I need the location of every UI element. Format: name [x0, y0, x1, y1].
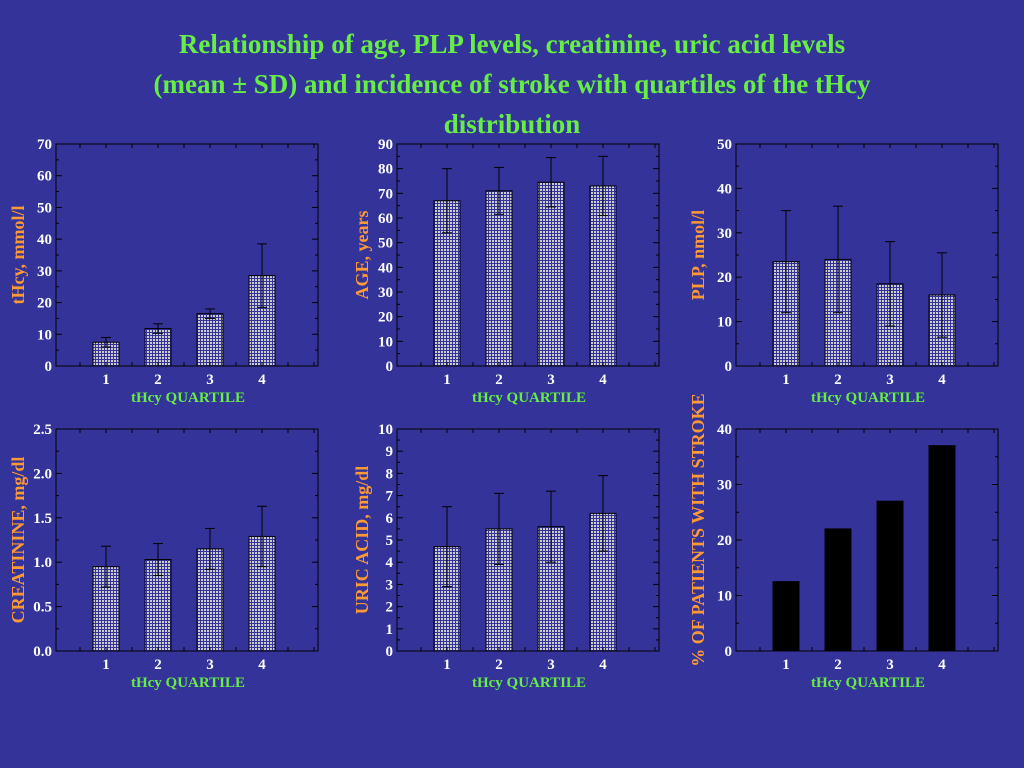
- x-axis-label: tHcy QUARTILE: [811, 390, 925, 406]
- y-tick-label: 50: [717, 137, 732, 153]
- x-tick-label: 2: [495, 657, 503, 673]
- x-axis-label: tHcy QUARTILE: [131, 390, 245, 406]
- x-tick-label: 2: [834, 372, 842, 388]
- y-tick-label: 0: [386, 644, 394, 660]
- y-axis-label: CREATININE, mg/dl: [8, 457, 28, 624]
- x-tick-label: 3: [886, 372, 894, 388]
- y-tick-label: 40: [37, 232, 52, 248]
- y-axis-label: PLP, nmol/l: [688, 210, 708, 300]
- y-tick-label: 50: [37, 200, 52, 216]
- plot-frame: [55, 143, 319, 367]
- y-tick-label: 0: [725, 644, 733, 660]
- y-tick-label: 20: [717, 533, 732, 549]
- x-tick-label: 4: [599, 657, 607, 673]
- y-tick-label: 10: [378, 422, 393, 438]
- x-tick-label: 1: [443, 657, 451, 673]
- y-tick-label: 80: [378, 162, 393, 178]
- y-tick-label: 0.0: [33, 644, 52, 660]
- x-tick-label: 2: [154, 372, 162, 388]
- x-tick-label: 1: [102, 372, 110, 388]
- y-tick-label: 20: [717, 270, 732, 286]
- x-tick-label: 3: [206, 657, 214, 673]
- x-tick-label: 2: [834, 657, 842, 673]
- bar: [928, 445, 956, 652]
- y-tick-label: 50: [378, 236, 393, 252]
- y-axis-label: AGE, years: [352, 211, 372, 300]
- x-tick-label: 2: [154, 657, 162, 673]
- x-axis-label: tHcy QUARTILE: [811, 675, 925, 691]
- x-tick-label: 1: [102, 657, 110, 673]
- y-tick-label: 2.0: [33, 466, 52, 482]
- bar: [772, 581, 800, 652]
- y-tick-label: 70: [378, 186, 393, 202]
- bar: [144, 328, 172, 367]
- x-tick-label: 4: [938, 657, 946, 673]
- y-tick-label: 2: [386, 600, 394, 616]
- y-tick-label: 4: [386, 555, 394, 571]
- y-tick-label: 1.5: [33, 511, 52, 527]
- y-tick-label: 30: [378, 285, 393, 301]
- y-tick-label: 6: [386, 511, 394, 527]
- title-line-1: Relationship of age, PLP levels, creatin…: [178, 29, 846, 59]
- x-tick-label: 3: [206, 372, 214, 388]
- y-tick-label: 20: [37, 296, 52, 312]
- x-tick-label: 2: [495, 372, 503, 388]
- y-tick-label: 7: [386, 489, 394, 505]
- y-tick-label: 70: [37, 137, 52, 153]
- y-tick-label: 60: [378, 211, 393, 227]
- y-tick-label: 40: [717, 181, 732, 197]
- x-tick-label: 4: [599, 372, 607, 388]
- bar: [485, 190, 513, 367]
- y-tick-label: 1: [386, 622, 394, 638]
- y-tick-label: 10: [37, 327, 52, 343]
- x-tick-label: 3: [547, 657, 555, 673]
- y-tick-label: 8: [386, 466, 394, 482]
- y-axis-label: % OF PATIENTS WITH STROKE: [688, 393, 708, 666]
- y-tick-label: 30: [37, 264, 52, 280]
- x-tick-label: 4: [258, 657, 266, 673]
- y-tick-label: 3: [386, 577, 394, 593]
- title-line-3: distribution: [443, 109, 581, 139]
- x-tick-label: 1: [782, 372, 790, 388]
- bar: [824, 528, 852, 652]
- bar: [537, 181, 565, 367]
- y-tick-label: 9: [386, 444, 394, 460]
- bar: [196, 313, 224, 367]
- y-tick-label: 40: [378, 260, 393, 276]
- y-tick-label: 20: [378, 310, 393, 326]
- y-tick-label: 30: [717, 226, 732, 242]
- y-tick-label: 90: [378, 137, 393, 153]
- y-tick-label: 5: [386, 533, 394, 549]
- y-axis-label: tHcy, mmol/l: [8, 206, 28, 305]
- x-tick-label: 3: [547, 372, 555, 388]
- x-tick-label: 1: [782, 657, 790, 673]
- bar: [876, 500, 904, 652]
- y-tick-label: 40: [717, 422, 732, 438]
- x-axis-label: tHcy QUARTILE: [472, 390, 586, 406]
- y-tick-label: 60: [37, 169, 52, 185]
- y-tick-label: 0.5: [33, 600, 52, 616]
- slide-title: Relationship of age, PLP levels, creatin…: [0, 24, 1024, 144]
- x-tick-label: 3: [886, 657, 894, 673]
- title-line-2: (mean ± SD) and incidence of stroke with…: [153, 69, 871, 99]
- x-axis-label: tHcy QUARTILE: [472, 675, 586, 691]
- y-tick-label: 0: [725, 359, 733, 375]
- y-tick-label: 1.0: [33, 555, 52, 571]
- x-tick-label: 4: [938, 372, 946, 388]
- x-tick-label: 4: [258, 372, 266, 388]
- y-tick-label: 0: [45, 359, 53, 375]
- y-tick-label: 0: [386, 359, 394, 375]
- y-tick-label: 10: [378, 334, 393, 350]
- x-axis-label: tHcy QUARTILE: [131, 675, 245, 691]
- y-tick-label: 30: [717, 478, 732, 494]
- y-tick-label: 10: [717, 589, 732, 605]
- y-axis-label: URIC ACID, mg/dl: [352, 466, 372, 615]
- y-tick-label: 2.5: [33, 422, 52, 438]
- y-tick-label: 10: [717, 315, 732, 331]
- x-tick-label: 1: [443, 372, 451, 388]
